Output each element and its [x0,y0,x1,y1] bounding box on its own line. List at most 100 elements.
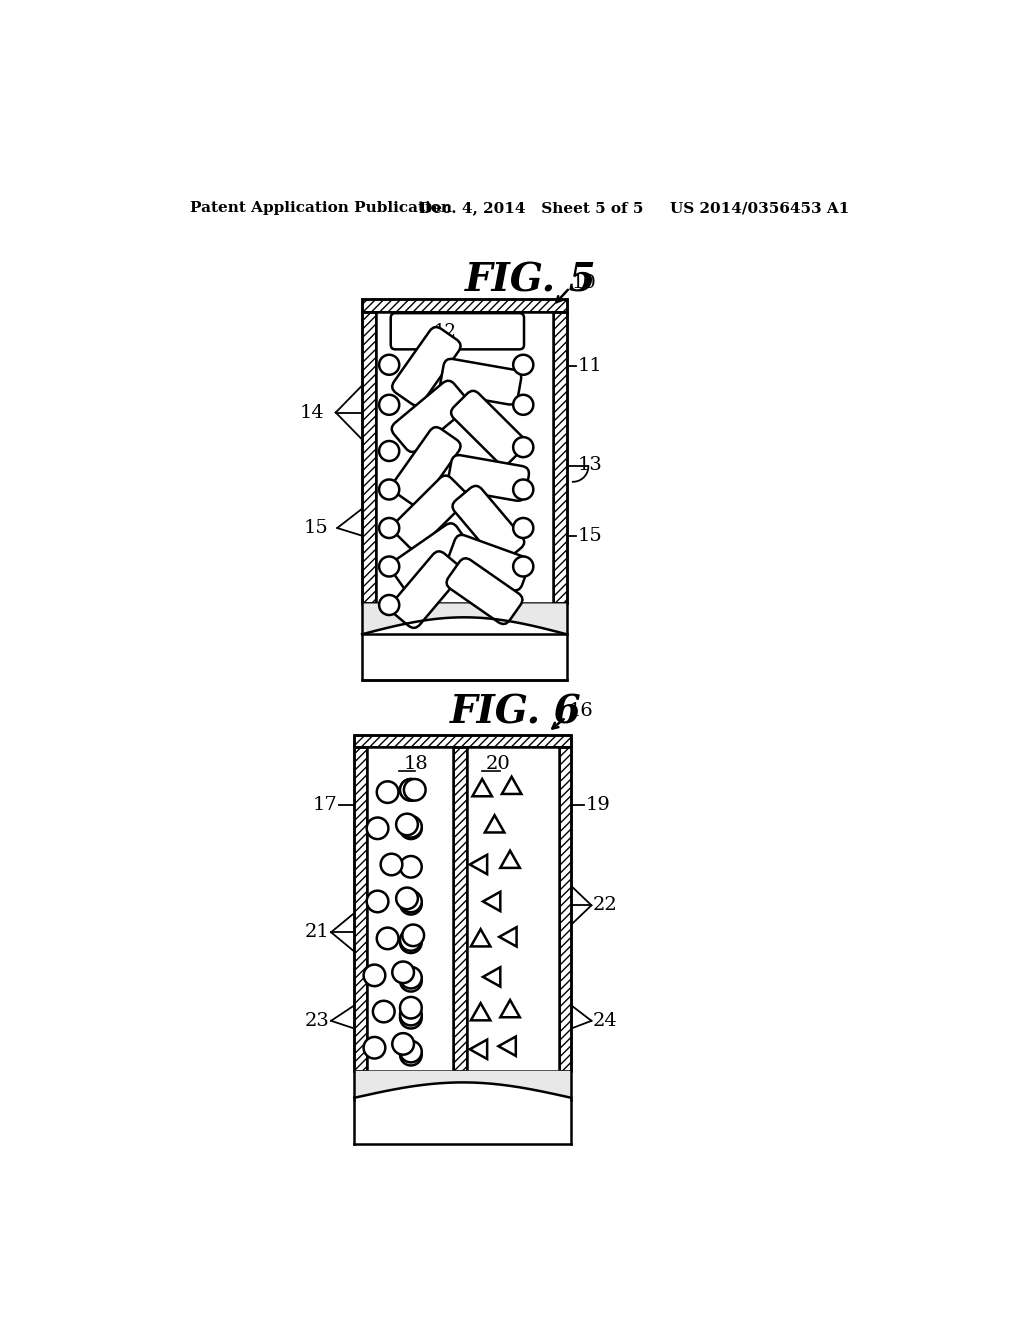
Circle shape [403,779,426,800]
Circle shape [379,595,399,615]
Circle shape [513,557,534,577]
Circle shape [400,1044,422,1065]
Text: Dec. 4, 2014   Sheet 5 of 5: Dec. 4, 2014 Sheet 5 of 5 [419,202,643,215]
Polygon shape [483,968,501,986]
Bar [559,747,571,1071]
Text: 21: 21 [305,923,330,941]
Text: 19: 19 [586,796,610,814]
Circle shape [367,891,388,912]
Text: US 2014/0356453 A1: US 2014/0356453 A1 [671,202,850,215]
Circle shape [396,887,418,909]
Polygon shape [484,816,505,833]
Polygon shape [502,776,521,793]
Circle shape [392,1034,414,1055]
Text: 12: 12 [434,322,457,341]
Polygon shape [470,855,487,874]
Circle shape [400,816,422,837]
Circle shape [392,961,414,983]
Circle shape [400,779,422,800]
Text: 17: 17 [312,796,337,814]
Circle shape [400,855,422,878]
Text: 15: 15 [578,527,602,545]
Bar [354,735,571,747]
Circle shape [513,479,534,499]
Circle shape [377,781,398,803]
Circle shape [379,479,399,499]
Bar [559,747,571,1071]
Bar [354,735,571,747]
Circle shape [400,970,422,991]
Circle shape [513,437,534,457]
Text: 13: 13 [578,455,602,474]
Bar [354,747,367,1071]
Text: Patent Application Publication: Patent Application Publication [190,202,452,215]
Circle shape [379,557,399,577]
Text: 14: 14 [299,404,324,421]
Bar [362,635,566,681]
Bar [362,298,566,313]
Circle shape [373,1001,394,1022]
Polygon shape [501,1001,520,1018]
Bar [376,313,553,603]
Circle shape [381,854,402,875]
Polygon shape [500,927,516,946]
FancyBboxPatch shape [391,313,524,350]
Circle shape [400,1007,422,1028]
Polygon shape [471,1003,490,1020]
Bar [367,747,453,1071]
Circle shape [400,929,422,950]
FancyBboxPatch shape [451,391,525,465]
FancyBboxPatch shape [391,523,470,591]
Polygon shape [499,1036,516,1056]
Circle shape [377,928,398,949]
Circle shape [364,965,385,986]
FancyBboxPatch shape [392,428,461,506]
Circle shape [379,441,399,461]
FancyBboxPatch shape [390,552,462,628]
FancyBboxPatch shape [393,475,468,549]
Circle shape [367,817,388,840]
Bar [553,313,566,603]
Text: 23: 23 [304,1012,330,1030]
Text: 10: 10 [571,275,596,292]
Circle shape [400,966,422,989]
Bar [467,747,559,1071]
Bar [362,313,376,603]
Bar [354,747,367,1071]
Text: 22: 22 [593,896,617,915]
FancyBboxPatch shape [440,359,521,404]
Circle shape [513,355,534,375]
Circle shape [364,1038,385,1059]
Bar [553,313,566,603]
Polygon shape [471,929,490,946]
Circle shape [400,891,422,912]
Text: 20: 20 [486,755,511,774]
Text: 16: 16 [568,702,593,721]
Polygon shape [472,779,492,796]
Circle shape [400,1040,422,1063]
Circle shape [400,892,422,915]
Circle shape [379,395,399,414]
FancyBboxPatch shape [392,327,461,405]
Circle shape [402,924,424,946]
Circle shape [400,932,422,953]
FancyBboxPatch shape [391,380,469,451]
Text: 18: 18 [403,755,428,774]
Circle shape [379,355,399,375]
FancyBboxPatch shape [453,486,524,562]
Bar [453,747,467,1071]
Circle shape [396,813,418,836]
Text: 24: 24 [593,1012,617,1030]
Circle shape [513,517,534,539]
FancyBboxPatch shape [447,535,529,590]
Circle shape [400,997,422,1019]
Text: 15: 15 [303,519,328,537]
Circle shape [400,817,422,840]
Circle shape [400,779,422,800]
Polygon shape [501,850,520,867]
Bar [362,313,376,603]
Bar [453,747,467,1071]
Circle shape [379,517,399,539]
Circle shape [400,1003,422,1026]
Bar [362,298,566,313]
